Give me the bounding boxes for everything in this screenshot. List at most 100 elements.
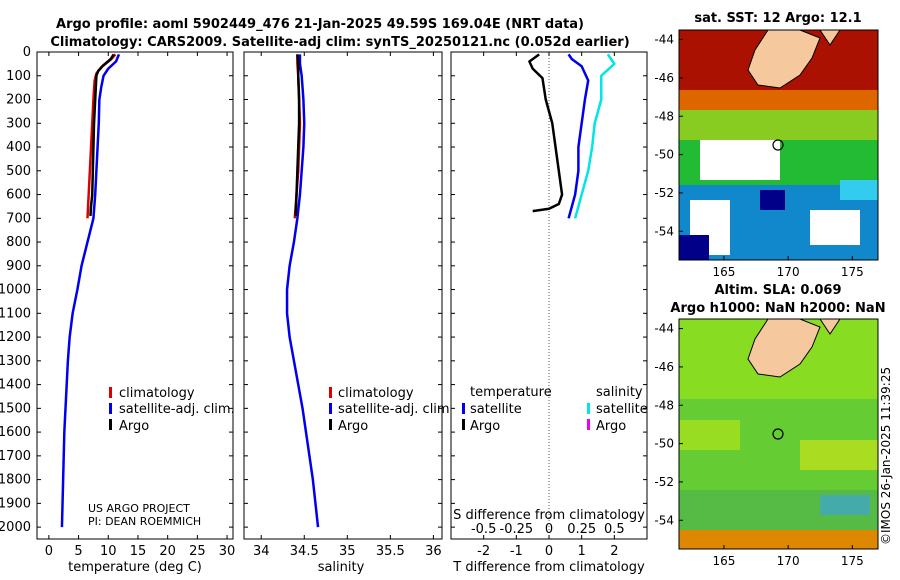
legend-s-argo-marker (587, 419, 590, 430)
depth-tick-label: 1700 (0, 449, 31, 464)
legend-argo-2: Argo (338, 419, 368, 434)
depth-tick-label: 900 (6, 259, 31, 274)
series-satellite-adj-clim- (285, 54, 320, 528)
depth-tick-label: 1100 (0, 306, 31, 321)
s-difference-ticks: -0.5 -0.25 0 0.25 0.5 (471, 522, 625, 537)
temperature-axes-frame (36, 51, 234, 540)
difference-x-ticks: -2 -1 0 1 2 (477, 52, 618, 559)
x-tick-label: 5 (74, 544, 82, 559)
lat-tick-label: -46 (654, 71, 674, 85)
depth-tick-label: 0 (23, 45, 31, 60)
lat-tick-label: -52 (654, 186, 674, 200)
credit-project: US ARGO PROJECT (88, 502, 190, 515)
sst-map-frame (678, 29, 879, 261)
sla-map-frame (678, 318, 879, 550)
lat-tick-label: -48 (654, 398, 674, 412)
s-tick-label: -0.5 (471, 522, 496, 537)
sla-land-2 (819, 319, 841, 335)
x-tick-label: 36 (425, 544, 442, 559)
sla-band-east (800, 440, 878, 470)
depth-tick-label: 700 (6, 211, 31, 226)
depth-tick-label: 100 (6, 69, 31, 84)
title-line-2: Climatology: CARS2009. Satellite-adj cli… (50, 35, 629, 50)
sst-cool-patch (840, 180, 878, 200)
salinity-series (285, 54, 320, 528)
depth-tick-label: 800 (6, 235, 31, 250)
sst-argo-location (772, 139, 784, 151)
depth-ticks: 0 100 200 300 400 500 600 700 800 900 1000 1100 1200… (0, 45, 233, 535)
sla-title-line-2: Argo h1000: NaN h2000: NaN (670, 301, 885, 316)
legend-argo: Argo (119, 419, 149, 434)
sst-mid-zone (679, 110, 878, 140)
x-tick-label: 30 (219, 544, 236, 559)
sla-land (747, 319, 821, 378)
sla-map: Altim. SLA: 0.069 Argo h1000: NaN h2000:… (654, 283, 885, 568)
temperature-x-ticks: 0 5 10 15 20 25 30 (45, 52, 236, 559)
s-tick-label: 0.25 (567, 522, 596, 537)
depth-tick-label: 1400 (0, 378, 31, 393)
x-tick-label: 0 (545, 544, 553, 559)
depth-tick-label: 2000 (0, 520, 31, 535)
difference-series (528, 53, 616, 219)
lat-tick-label: -44 (654, 33, 674, 47)
temperature-legend: climatology satellite-adj. clim. Argo (109, 386, 235, 434)
legend-s-argo: Argo (596, 419, 626, 434)
sst-lon-ticks: 165 170 175 (712, 256, 864, 279)
depth-tick-label: 1600 (0, 425, 31, 440)
sla-title-line-1: Altim. SLA: 0.069 (715, 283, 842, 298)
x-tick-label: 10 (100, 544, 117, 559)
series-argo (294, 54, 301, 216)
x-tick-label: 34.5 (290, 544, 319, 559)
series-salinity-satellite (573, 53, 616, 219)
legend-t-argo: Argo (470, 419, 500, 434)
depth-tick-label: 600 (6, 188, 31, 203)
x-tick-label: 35 (339, 544, 356, 559)
legend-climatology-2: climatology (338, 386, 414, 401)
legend-climatology-marker (109, 387, 112, 398)
lon-tick-label: 175 (841, 554, 864, 568)
sst-cloud-mask (700, 140, 780, 180)
x-tick-label: -2 (477, 544, 490, 559)
lat-tick-label: -52 (654, 475, 674, 489)
temperature-xlabel: temperature (deg C) (68, 560, 202, 575)
sst-map: sat. SST: 12 Argo: 12.1 -44-46-48-50-52-… (654, 11, 879, 279)
lat-tick-label: -46 (654, 360, 674, 374)
lat-tick-label: -54 (654, 224, 674, 238)
sla-argo-location (772, 428, 784, 440)
sla-lat-ticks: -44 -46 -48 -50 -52 -54 (654, 322, 683, 527)
depth-tick-label: 1300 (0, 354, 31, 369)
x-tick-label: 20 (159, 544, 176, 559)
sst-land-2 (819, 30, 841, 46)
salinity-panel: 34 34.5 35 35.5 36 salinity climatology sate… (243, 51, 454, 575)
legend-satellite-marker (109, 403, 112, 414)
watermark: ©IMOS 26-Jan-2025 11:39:25 (879, 367, 893, 545)
series-satellite-adj-clim- (60, 53, 121, 528)
salinity-y-ticks (244, 51, 442, 528)
series-temperature-argo (528, 53, 564, 213)
difference-xlabel: T difference from climatology (452, 560, 645, 575)
depth-tick-label: 400 (6, 140, 31, 155)
legend-climatology: climatology (119, 386, 195, 401)
depth-tick-label: 200 (6, 93, 31, 108)
legend-t-satellite-marker (462, 403, 465, 414)
credit-pi: PI: DEAN ROEMMICH (88, 515, 201, 528)
s-tick-label: 0 (545, 522, 553, 537)
salinity-axes-frame (243, 51, 443, 540)
difference-panel: -2 -1 0 1 2 T difference from climatology S … (450, 51, 648, 575)
sst-land (747, 30, 821, 89)
lon-tick-label: 165 (712, 265, 735, 279)
legend-climatology-marker-2 (329, 387, 332, 398)
depth-tick-label: 1500 (0, 401, 31, 416)
x-tick-label: 15 (130, 544, 147, 559)
salinity-x-ticks: 34 34.5 35 35.5 36 (253, 52, 442, 559)
legend-satellite-2: satellite-adj. clim. (338, 402, 454, 417)
x-tick-label: 0 (45, 544, 53, 559)
s-tick-label: -0.25 (500, 522, 534, 537)
legend-s-satellite-marker (587, 403, 590, 414)
lon-tick-label: 175 (841, 265, 864, 279)
sst-coldest-patch (679, 235, 709, 260)
depth-tick-label: 1900 (0, 496, 31, 511)
legend-argo-marker-2 (329, 419, 332, 430)
legend-t-satellite: satellite (470, 402, 522, 417)
